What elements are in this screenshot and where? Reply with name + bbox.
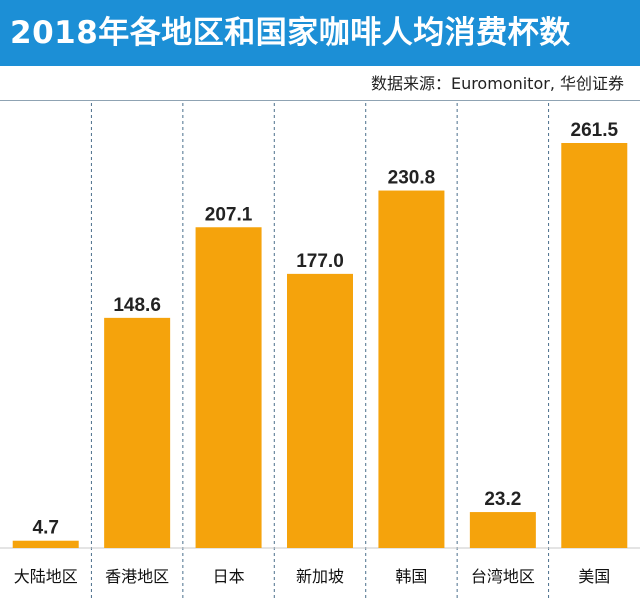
data-label: 177.0 bbox=[296, 251, 344, 272]
bar bbox=[378, 190, 445, 548]
bar bbox=[12, 540, 79, 548]
header-divider bbox=[0, 100, 640, 101]
data-label: 4.7 bbox=[33, 518, 59, 539]
bar bbox=[469, 512, 536, 548]
data-label: 23.2 bbox=[484, 489, 521, 510]
data-label: 207.1 bbox=[205, 204, 253, 225]
bar bbox=[287, 273, 353, 548]
x-tick-label: 新加坡 bbox=[296, 567, 344, 586]
bar bbox=[104, 317, 171, 548]
data-label: 148.6 bbox=[113, 295, 161, 316]
x-tick-label: 香港地区 bbox=[105, 567, 169, 586]
data-source-note: 数据来源：Euromonitor, 华创证券 bbox=[370, 74, 624, 93]
x-tick-label: 台湾地区 bbox=[471, 567, 535, 586]
bar bbox=[195, 227, 262, 549]
x-tick-label: 日本 bbox=[213, 567, 245, 586]
title-bar: 2018年各地区和国家咖啡人均消费杯数 bbox=[0, 0, 640, 66]
x-tick-label: 美国 bbox=[578, 567, 610, 586]
x-tick-label: 韩国 bbox=[395, 567, 427, 586]
data-label: 261.5 bbox=[571, 120, 619, 141]
data-label: 230.8 bbox=[388, 168, 436, 189]
chart-title: 2018年各地区和国家咖啡人均消费杯数 bbox=[10, 15, 571, 51]
bar bbox=[561, 143, 628, 548]
x-tick-label: 大陆地区 bbox=[14, 567, 78, 586]
